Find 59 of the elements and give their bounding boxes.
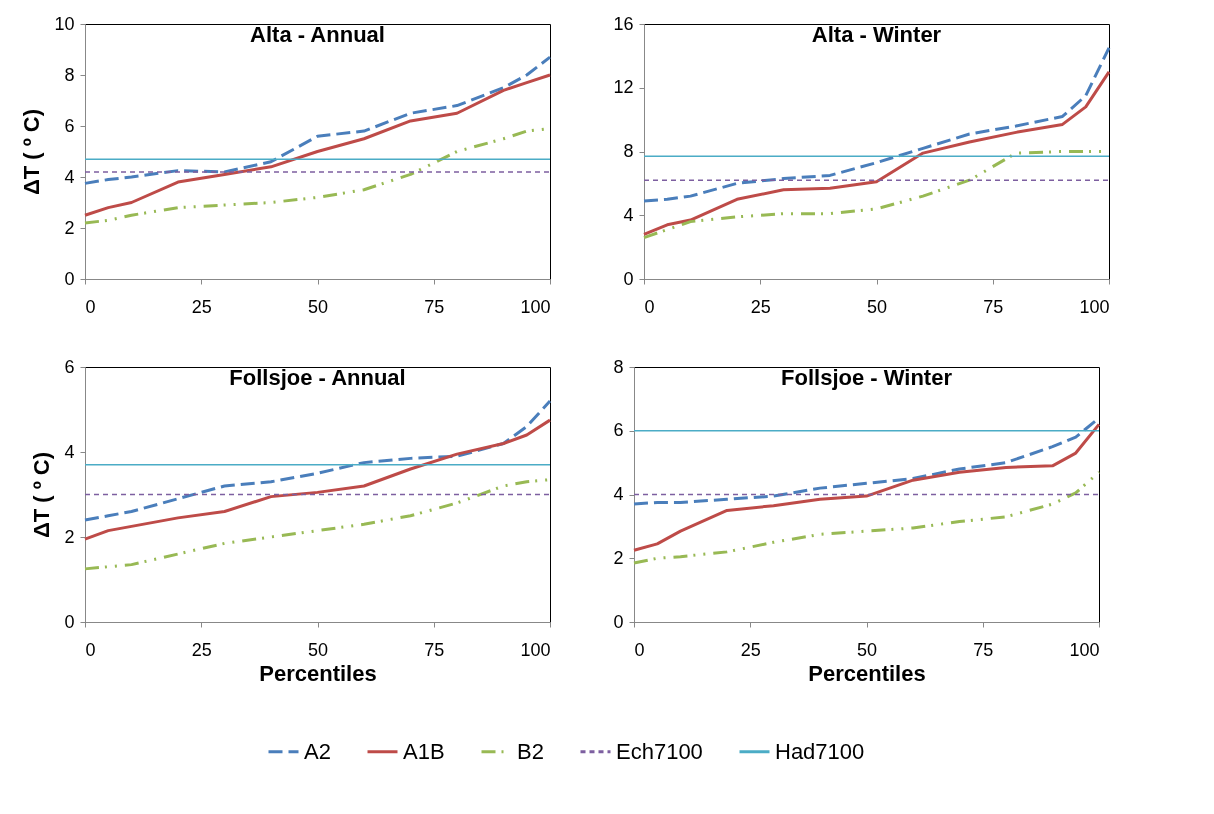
chart-title: Alta - Annual [250, 22, 385, 47]
line-series [83, 55, 552, 185]
chart-title: Follsjoe - Annual [229, 365, 406, 390]
line-series [83, 73, 552, 217]
line-series [632, 422, 1101, 552]
y-tick-label: 8 [613, 356, 624, 377]
y-axis-title: ΔT ( º C) [29, 451, 55, 539]
y-tick-label: 0 [613, 611, 624, 632]
legend-label: A2 [304, 738, 331, 764]
y-tick-label: 4 [64, 441, 75, 462]
x-tick-label: 50 [307, 296, 329, 317]
x-tick-label: 25 [191, 296, 212, 317]
chart-title: Alta - Winter [811, 22, 942, 47]
y-tick-label: 6 [64, 356, 75, 377]
line-series [642, 46, 1111, 203]
y-tick-label: 12 [613, 77, 634, 98]
line-series [83, 399, 552, 522]
y-tick-label: 8 [64, 64, 75, 85]
y-tick-label: 2 [64, 526, 75, 547]
y-tick-label: 0 [623, 268, 634, 289]
x-axis-title: Percentiles [259, 660, 377, 686]
legend-label: Had7100 [775, 738, 865, 764]
x-tick-label: 75 [973, 639, 994, 660]
y-tick-label: 4 [623, 204, 634, 225]
line-series [83, 418, 552, 541]
x-tick-label: 50 [856, 639, 878, 660]
y-tick-label: 4 [64, 166, 75, 187]
y-tick-label: 6 [64, 115, 75, 136]
y-tick-label: 0 [64, 268, 75, 289]
legend-label: A1B [403, 738, 445, 764]
chart-title: Follsjoe - Winter [781, 365, 953, 390]
legend-label: B2 [517, 738, 544, 764]
x-tick-label: 25 [191, 639, 212, 660]
x-tick-label: 100 [1069, 639, 1100, 660]
x-tick-label: 100 [1079, 296, 1110, 317]
x-tick-label: 100 [520, 296, 551, 317]
x-tick-label: 100 [520, 639, 551, 660]
y-tick-label: 6 [613, 420, 624, 441]
y-tick-label: 8 [623, 141, 634, 161]
y-tick-label: 16 [613, 13, 634, 34]
x-tick-label: 75 [424, 639, 445, 660]
x-tick-label: 0 [85, 639, 96, 660]
y-tick-label: 4 [613, 484, 624, 504]
x-tick-label: 50 [307, 639, 329, 660]
y-tick-label: 2 [64, 217, 75, 238]
x-tick-label: 50 [866, 296, 888, 317]
y-tick-label: 2 [613, 547, 624, 568]
line-series [642, 70, 1111, 236]
y-tick-label: 10 [54, 13, 75, 34]
y-axis-title: ΔT ( º C) [19, 108, 45, 196]
x-tick-label: 0 [644, 296, 655, 317]
x-tick-label: 75 [983, 296, 1004, 317]
x-tick-label: 75 [424, 296, 445, 317]
x-tick-label: 0 [85, 296, 96, 317]
legend-label: Ech7100 [616, 738, 703, 764]
x-tick-label: 25 [740, 639, 761, 660]
x-tick-label: 25 [750, 296, 771, 317]
x-axis-title: Percentiles [808, 660, 926, 686]
y-tick-label: 0 [64, 611, 75, 632]
